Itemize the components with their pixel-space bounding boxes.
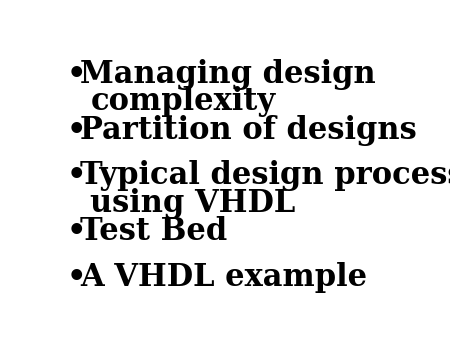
Text: using VHDL: using VHDL xyxy=(90,188,296,219)
Text: Test Bed: Test Bed xyxy=(80,216,227,247)
Text: •: • xyxy=(67,115,86,146)
Text: A VHDL example: A VHDL example xyxy=(80,262,367,293)
Text: •: • xyxy=(67,216,86,247)
Text: complexity: complexity xyxy=(90,86,275,117)
Text: •: • xyxy=(67,160,86,191)
Text: •: • xyxy=(67,262,86,293)
Text: Partition of designs: Partition of designs xyxy=(80,115,417,146)
Text: Managing design: Managing design xyxy=(80,59,376,90)
Text: •: • xyxy=(67,59,86,90)
Text: Typical design process: Typical design process xyxy=(80,160,450,191)
